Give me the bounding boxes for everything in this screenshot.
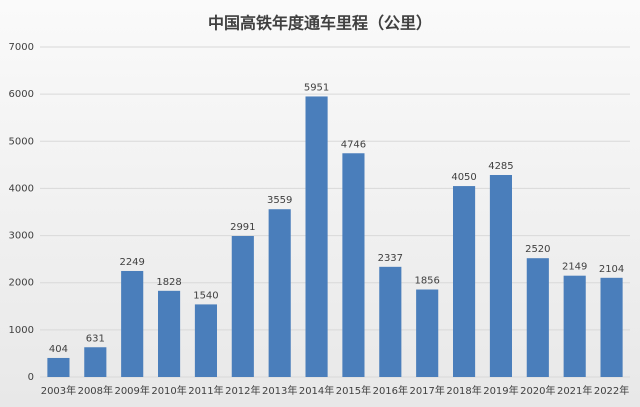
y-tick-label: 1000 (9, 325, 34, 336)
bar (526, 258, 549, 377)
x-tick-label: 2014年 (299, 384, 334, 397)
bar (84, 347, 107, 377)
data-label: 2337 (378, 253, 403, 264)
y-tick-label: 0 (28, 372, 34, 383)
data-label: 4285 (488, 161, 513, 172)
data-label: 1856 (414, 276, 439, 287)
x-tick-label: 2022年 (594, 384, 629, 397)
data-label: 1540 (193, 290, 218, 301)
x-tick-label: 2013年 (262, 384, 297, 397)
x-tick-label: 2020年 (520, 384, 555, 397)
bar (453, 186, 476, 377)
x-tick-label: 2019年 (483, 384, 518, 397)
bar (158, 290, 181, 377)
data-label: 2520 (525, 244, 550, 255)
x-tick-label: 2011年 (188, 384, 223, 397)
x-tick-label: 2010年 (151, 384, 186, 397)
bar (268, 209, 291, 377)
bar (600, 277, 623, 377)
x-tick-label: 2008年 (78, 384, 113, 397)
x-tick-label: 2021年 (557, 384, 592, 397)
data-label: 4746 (341, 139, 366, 150)
x-tick-label: 2003年 (41, 384, 76, 397)
data-label: 4050 (451, 172, 476, 183)
x-tick-label: 2017年 (409, 384, 444, 397)
bar (379, 266, 402, 377)
data-label: 5951 (304, 82, 329, 93)
bar (489, 174, 512, 377)
data-label: 1828 (156, 277, 181, 288)
x-tick-label: 2012年 (225, 384, 260, 397)
bar (342, 153, 365, 377)
y-tick-label: 5000 (9, 136, 34, 147)
y-tick-label: 4000 (9, 183, 34, 194)
y-tick-label: 3000 (9, 231, 34, 242)
x-tick-label: 2009年 (114, 384, 149, 397)
data-label: 2104 (599, 264, 624, 275)
bar (305, 96, 328, 378)
x-tick-label: 2015年 (336, 384, 371, 397)
bar (47, 357, 70, 377)
data-label: 3559 (267, 195, 292, 206)
bar (416, 289, 439, 377)
bar (563, 275, 586, 377)
x-tick-label: 2016年 (373, 384, 408, 397)
y-tick-label: 7000 (9, 42, 34, 53)
data-label: 404 (49, 344, 68, 355)
y-tick-label: 2000 (9, 278, 34, 289)
data-label: 2249 (119, 257, 144, 268)
y-tick-label: 6000 (9, 89, 34, 100)
x-tick-label: 2018年 (446, 384, 481, 397)
data-label: 2149 (562, 262, 587, 273)
data-label: 631 (86, 333, 105, 344)
chart-title: 中国高铁年度通车里程（公里） (208, 14, 432, 33)
data-label: 2991 (230, 222, 255, 233)
bar (194, 304, 217, 377)
bar (231, 235, 254, 377)
bar (121, 270, 144, 377)
